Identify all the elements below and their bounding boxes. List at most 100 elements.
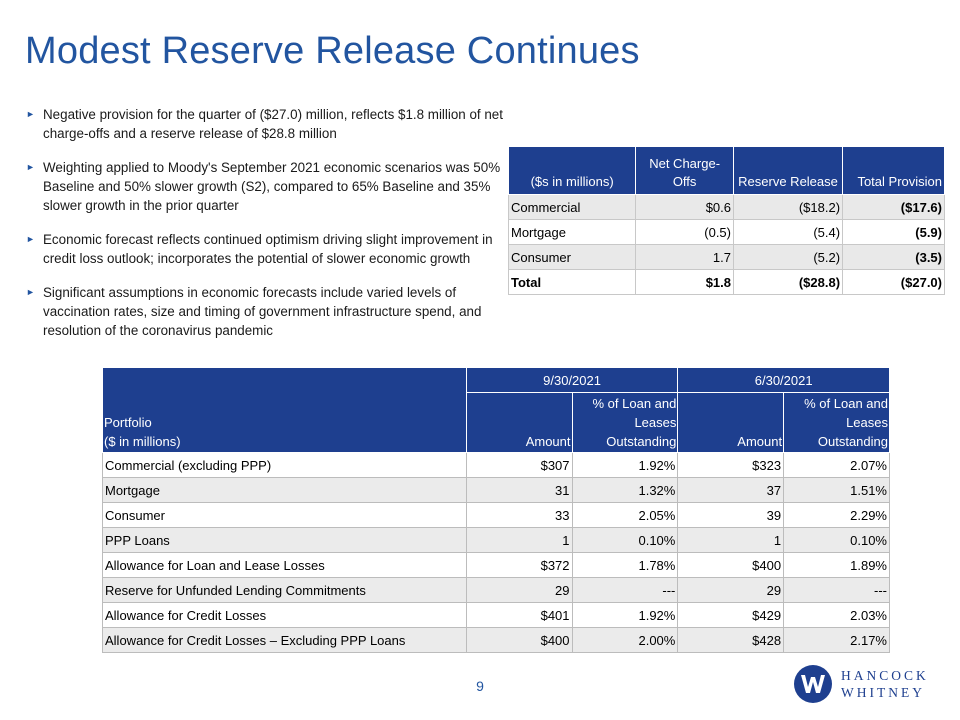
provision-cell: ($18.2) (732, 194, 844, 220)
table-cell: Commercial (excluding PPP) (102, 452, 467, 478)
table-cell: Allowance for Loan and Lease Losses (102, 552, 467, 578)
bullet-list: ► Negative provision for the quarter of (… (26, 105, 506, 355)
table-cell: $323 (677, 452, 785, 478)
table-cell: Mortgage (102, 477, 467, 503)
bullet-arrow-icon: ► (26, 287, 35, 297)
provision-cell: (3.5) (842, 244, 945, 270)
units-label: ($ in millions) (104, 434, 181, 449)
company-logo: HANCOCK WHITNEY (794, 665, 929, 703)
bullet-arrow-icon: ► (26, 234, 35, 244)
table-cell: 0.10% (571, 527, 679, 553)
page-number: 9 (476, 678, 484, 694)
table-row: Consumer 33 2.05% 39 2.29% (102, 502, 890, 528)
table-cell: --- (571, 577, 679, 603)
bullet-item: ► Significant assumptions in economic for… (26, 283, 506, 340)
table-cell: $400 (465, 627, 573, 653)
table-cell: $429 (677, 602, 785, 628)
table-cell: $372 (465, 552, 573, 578)
provision-cell: Mortgage (507, 219, 637, 245)
provision-cell: (5.9) (842, 219, 945, 245)
bullet-arrow-icon: ► (26, 162, 35, 172)
portfolio-header: Portfolio ($ in millions) (102, 367, 467, 453)
table-cell: 29 (465, 577, 573, 603)
table-cell: 1 (465, 527, 573, 553)
provision-header-total: Total Provision (842, 146, 945, 195)
bullet-item: ► Negative provision for the quarter of (… (26, 105, 506, 143)
table-cell: 2.07% (783, 452, 890, 478)
table-cell: 0.10% (783, 527, 890, 553)
table-cell: --- (783, 577, 890, 603)
provision-cell: ($17.6) (842, 194, 945, 220)
table-cell: PPP Loans (102, 527, 467, 553)
provision-cell: Commercial (507, 194, 637, 220)
bullet-text: Significant assumptions in economic fore… (43, 285, 482, 338)
provision-row: Commercial $0.6 ($18.2) ($17.6) (507, 194, 945, 220)
provision-row: Mortgage (0.5) (5.4) (5.9) (507, 219, 945, 245)
provision-cell: ($27.0) (842, 269, 945, 295)
table-cell: 1.92% (571, 602, 679, 628)
table-row: Mortgage 31 1.32% 37 1.51% (102, 477, 890, 503)
bullet-item: ► Economic forecast reflects continued op… (26, 230, 506, 268)
table-cell: 1.92% (571, 452, 679, 478)
table-cell: 1 (677, 527, 785, 553)
bullet-item: ► Weighting applied to Moody's September … (26, 158, 506, 215)
date-header: 6/30/2021 (677, 367, 890, 393)
provision-cell: (5.4) (732, 219, 844, 245)
table-cell: Consumer (102, 502, 467, 528)
provision-header-nco: Net Charge-Offs (635, 146, 734, 195)
provision-total-row: Total $1.8 ($28.8) ($27.0) (507, 269, 945, 295)
bullet-text: Negative provision for the quarter of ($… (43, 107, 503, 141)
date-header: 9/30/2021 (465, 367, 679, 393)
table-cell: 39 (677, 502, 785, 528)
table-cell: 2.05% (571, 502, 679, 528)
allowance-table: Portfolio ($ in millions) 9/30/2021 6/30… (102, 367, 890, 653)
portfolio-label: Portfolio (104, 415, 152, 430)
table-cell: $307 (465, 452, 573, 478)
table-cell: Allowance for Credit Losses – Excluding … (102, 627, 467, 653)
table-cell: Reserve for Unfunded Lending Commitments (102, 577, 467, 603)
bullet-text: Weighting applied to Moody's September 2… (43, 160, 501, 213)
table-row: Commercial (excluding PPP) $307 1.92% $3… (102, 452, 890, 478)
table-cell: 37 (677, 477, 785, 503)
table-cell: $400 (677, 552, 785, 578)
table-cell: $401 (465, 602, 573, 628)
amount-header: Amount (677, 392, 785, 453)
hancock-whitney-w-logo-icon (794, 665, 832, 703)
table-row: Allowance for Loan and Lease Losses $372… (102, 552, 890, 578)
table-cell: 33 (465, 502, 573, 528)
table-row: Allowance for Credit Losses $401 1.92% $… (102, 602, 890, 628)
provision-row: Consumer 1.7 (5.2) (3.5) (507, 244, 945, 270)
slide-title: Modest Reserve Release Continues (25, 30, 640, 72)
table-row: Reserve for Unfunded Lending Commitments… (102, 577, 890, 603)
table-cell: 2.03% (783, 602, 890, 628)
table-cell: $428 (677, 627, 785, 653)
logo-line-1: HANCOCK (841, 668, 929, 683)
bullet-text: Economic forecast reflects continued opt… (43, 232, 493, 266)
table-cell: 1.78% (571, 552, 679, 578)
provision-cell: 1.7 (635, 244, 734, 270)
provision-cell: $1.8 (635, 269, 734, 295)
table-cell: 1.51% (783, 477, 890, 503)
table-cell: Allowance for Credit Losses (102, 602, 467, 628)
logo-line-2: WHITNEY (841, 685, 925, 700)
pct-header: % of Loan and Leases Outstanding (783, 392, 890, 453)
provision-cell: $0.6 (635, 194, 734, 220)
provision-cell: Total (507, 269, 637, 295)
provision-cell: ($28.8) (732, 269, 844, 295)
table-cell: 1.32% (571, 477, 679, 503)
amount-header: Amount (465, 392, 573, 453)
provision-table: ($s in millions) Net Charge-Offs Reserve… (507, 146, 945, 295)
provision-header-reserve: Reserve Release (732, 146, 844, 195)
table-cell: 1.89% (783, 552, 890, 578)
table-cell: 29 (677, 577, 785, 603)
table-cell: 2.00% (571, 627, 679, 653)
table-cell: 2.29% (783, 502, 890, 528)
table-cell: 2.17% (783, 627, 890, 653)
provision-header-label: ($s in millions) (507, 146, 637, 195)
table-row: PPP Loans 1 0.10% 1 0.10% (102, 527, 890, 553)
table-cell: 31 (465, 477, 573, 503)
provision-cell: Consumer (507, 244, 637, 270)
provision-cell: (5.2) (732, 244, 844, 270)
table-row: Allowance for Credit Losses – Excluding … (102, 627, 890, 653)
pct-header: % of Loan and Leases Outstanding (571, 392, 679, 453)
